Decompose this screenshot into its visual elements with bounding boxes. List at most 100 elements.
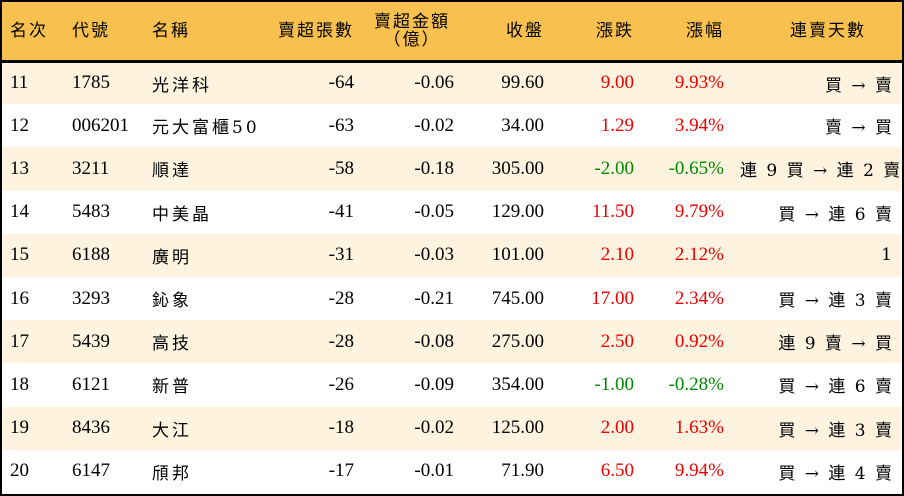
net-sell-lots-cell: -31: [328, 244, 354, 266]
sell-streak-cell: 連 9 賣 → 買: [778, 334, 894, 355]
sell-streak-cell: 買 → 連 6 賣: [778, 377, 894, 398]
price-change-cell: -2.00: [594, 157, 634, 179]
header-net-sell-lots: 賣超張數: [278, 20, 354, 41]
net-sell-lots-cell: -26: [328, 373, 354, 395]
price-change-cell: 1.29: [600, 114, 634, 136]
net-sell-amount-cell: -0.02: [414, 114, 454, 136]
change-percent-cell: 1.63%: [674, 417, 724, 439]
table-row: 13 3211 順達 -58 -0.18 305.00 -2.00 -0.65%…: [2, 147, 903, 191]
stock-name-cell: 鈊象: [152, 291, 192, 312]
price-change-cell: -1.00: [594, 373, 634, 395]
change-percent-cell: -0.65%: [668, 157, 724, 179]
change-percent-cell: 2.12%: [674, 244, 724, 266]
header-code: 代號: [72, 20, 110, 41]
sell-streak-cell: 買 → 連 4 賣: [778, 463, 894, 484]
table-row: 15 6188 廣明 -31 -0.03 101.00 2.10 2.12% 1: [2, 233, 902, 277]
header-net-sell-amount-line1: 賣超金額: [374, 11, 450, 32]
net-sell-lots-cell: -63: [328, 114, 354, 136]
stock-code-cell: 006201: [72, 114, 129, 136]
net-sell-lots-cell: -41: [328, 201, 354, 223]
sell-streak-cell: 買 → 連 6 賣: [778, 204, 894, 225]
price-change-cell: 2.50: [600, 330, 634, 352]
table-row: 19 8436 大江 -18 -0.02 125.00 2.00 1.63% 買…: [2, 406, 902, 450]
table-header: 名次 代號 名稱 賣超張數 賣超金額 （億） 收盤 漲跌 漲幅 連賣天數: [2, 2, 902, 61]
table-row: 16 3293 鈊象 -28 -0.21 745.00 17.00 2.34% …: [2, 276, 902, 321]
stock-code-cell: 8436: [72, 417, 110, 439]
stock-code-cell: 6188: [72, 244, 110, 266]
stock-name-cell: 廣明: [152, 247, 192, 268]
rank-cell: 20: [10, 460, 29, 482]
close-price-cell: 745.00: [491, 287, 544, 309]
change-percent-cell: -0.28%: [668, 373, 724, 395]
stock-code-cell: 5439: [72, 330, 110, 352]
header-change-pct: 漲幅: [686, 20, 724, 41]
close-price-cell: 99.60: [501, 72, 544, 94]
sell-streak-cell: 賣 → 買: [824, 118, 894, 139]
stock-name-cell: 高技: [152, 334, 192, 355]
stock-name-cell: 光洋科: [152, 75, 212, 96]
change-percent-cell: 9.79%: [674, 201, 724, 223]
table-row: 18 6121 新普 -26 -0.09 354.00 -1.00 -0.28%…: [2, 363, 902, 407]
change-percent-cell: 3.94%: [674, 114, 724, 136]
stock-code-cell: 3211: [72, 157, 110, 179]
rank-cell: 16: [10, 287, 29, 309]
net-sell-amount-cell: -0.08: [414, 330, 454, 352]
rank-cell: 18: [10, 373, 29, 395]
table-row: 17 5439 高技 -28 -0.08 275.00 2.50 0.92% 連…: [2, 320, 902, 364]
close-price-cell: 125.00: [491, 417, 544, 439]
rank-cell: 14: [10, 201, 29, 223]
rank-cell: 11: [10, 72, 29, 94]
rank-cell: 13: [10, 157, 29, 179]
rank-cell: 17: [10, 330, 29, 352]
close-price-cell: 101.00: [491, 244, 544, 266]
stock-name-cell: 新普: [152, 377, 192, 398]
net-sell-amount-cell: -0.21: [414, 287, 454, 309]
price-change-cell: 9.00: [600, 72, 634, 94]
stock-code-cell: 3293: [72, 287, 110, 309]
table-row: 11 1785 光洋科 -64 -0.06 99.60 9.00 9.93% 買…: [2, 61, 902, 105]
net-sell-lots-cell: -64: [328, 72, 354, 94]
close-price-cell: 275.00: [491, 330, 544, 352]
stock-code-cell: 1785: [72, 72, 110, 94]
change-percent-cell: 9.94%: [674, 460, 724, 482]
net-sell-lots-cell: -58: [328, 157, 354, 179]
price-change-cell: 2.00: [600, 417, 634, 439]
net-sell-amount-cell: -0.03: [414, 244, 454, 266]
header-row: 名次 代號 名稱 賣超張數 賣超金額 （億） 收盤 漲跌 漲幅 連賣天數: [2, 2, 902, 61]
stock-code-cell: 6121: [72, 373, 110, 395]
table-body: 11 1785 光洋科 -64 -0.06 99.60 9.00 9.93% 買…: [2, 61, 902, 493]
stock-name-cell: 頎邦: [152, 463, 192, 484]
header-change: 漲跌: [596, 20, 634, 41]
stock-code-cell: 6147: [72, 460, 110, 482]
change-percent-cell: 9.93%: [674, 72, 724, 94]
sell-streak-cell: 買 → 連 3 賣: [778, 420, 894, 441]
sell-streak-cell: 連 9 買 → 連 2 賣: [740, 161, 903, 182]
close-price-cell: 71.90: [501, 460, 544, 482]
net-sell-amount-cell: -0.09: [414, 373, 454, 395]
rank-cell: 12: [10, 114, 29, 136]
net-sell-lots-cell: -28: [328, 330, 354, 352]
close-price-cell: 305.00: [491, 157, 544, 179]
close-price-cell: 34.00: [501, 114, 544, 136]
sell-streak-cell: 買 → 賣: [824, 75, 894, 96]
rank-cell: 15: [10, 244, 29, 266]
table-row: 12 006201 元大富櫃50 -63 -0.02 34.00 1.29 3.…: [2, 104, 902, 148]
header-name: 名稱: [152, 20, 190, 41]
net-sell-lots-cell: -28: [328, 287, 354, 309]
stock-name-cell: 元大富櫃50: [152, 118, 260, 139]
price-change-cell: 11.50: [591, 201, 634, 223]
header-streak: 連賣天數: [790, 20, 866, 41]
net-sell-amount-cell: -0.05: [414, 201, 454, 223]
table-row: 20 6147 頎邦 -17 -0.01 71.90 6.50 9.94% 買 …: [2, 449, 902, 493]
stock-name-cell: 大江: [152, 420, 192, 441]
header-net-sell-amount: 賣超金額 （億）: [362, 2, 462, 61]
stock-code-cell: 5483: [72, 201, 110, 223]
net-sell-lots-cell: -17: [328, 460, 354, 482]
sell-streak-cell: 1: [881, 245, 894, 266]
price-change-cell: 17.00: [591, 287, 634, 309]
stock-name-cell: 順達: [152, 161, 192, 182]
change-percent-cell: 2.34%: [674, 287, 724, 309]
header-net-sell-amount-line2: （億）: [383, 29, 441, 50]
